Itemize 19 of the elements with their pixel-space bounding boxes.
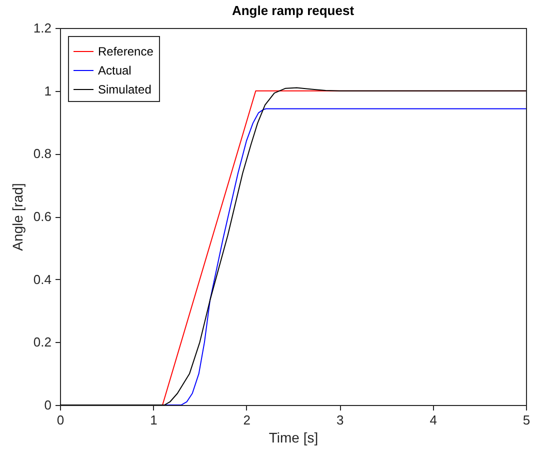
- x-tick-label: 0: [56, 412, 64, 428]
- x-tick-label: 1: [150, 412, 158, 428]
- x-axis-title: Time [s]: [268, 430, 318, 446]
- y-tick-label: 0.2: [33, 334, 52, 350]
- y-tick-label: 0.8: [33, 146, 52, 162]
- legend-label: Reference: [98, 44, 154, 58]
- chart-title: Angle ramp request: [232, 3, 355, 18]
- legend-label: Simulated: [98, 82, 152, 96]
- y-tick-label: 1.2: [33, 20, 52, 36]
- legend-label: Actual: [98, 64, 132, 78]
- x-tick-label: 2: [243, 412, 251, 428]
- y-tick-label: 0.4: [33, 272, 52, 287]
- x-tick-label: 4: [430, 412, 437, 428]
- x-tick-label: 5: [522, 412, 530, 428]
- y-axis-title: Angle [rad]: [9, 183, 26, 251]
- y-tick-label: 0.6: [33, 209, 52, 224]
- y-tick-label: 0: [44, 398, 52, 412]
- y-tick-label: 1: [44, 83, 52, 98]
- x-tick-label: 3: [336, 412, 344, 428]
